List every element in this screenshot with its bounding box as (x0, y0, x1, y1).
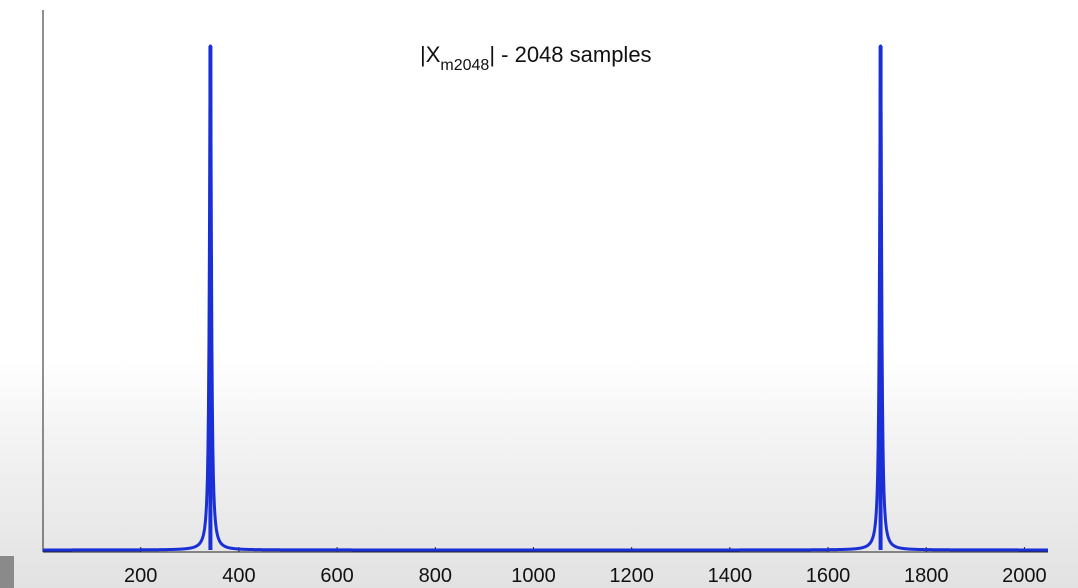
chart-title-suffix: | - 2048 samples (489, 42, 651, 67)
chart-title-prefix: |X (420, 42, 441, 67)
spectrum-series-line (41, 44, 1050, 552)
plot-series (41, 44, 1050, 552)
x-tick-label: 1400 (708, 565, 753, 587)
x-tick-label: 400 (222, 565, 255, 587)
x-tick-label: 1600 (806, 565, 851, 587)
x-ticks: 200 400 600 800 1000 1200 1400 1600 1800 2000 (124, 547, 1047, 587)
x-tick-label: 1200 (609, 565, 654, 587)
x-tick-label: 600 (320, 565, 353, 587)
chart-title-subscript: m2048 (440, 57, 489, 74)
chart-title: |Xm2048| - 2048 samples (420, 42, 652, 74)
x-tick-label: 2000 (1002, 565, 1047, 587)
x-tick-label: 1800 (904, 565, 949, 587)
x-tick-label: 800 (419, 565, 452, 587)
x-tick-label: 200 (124, 565, 157, 587)
corner-thumbnail (0, 556, 14, 588)
axes (42, 10, 1048, 553)
x-tick-label: 1000 (511, 565, 556, 587)
